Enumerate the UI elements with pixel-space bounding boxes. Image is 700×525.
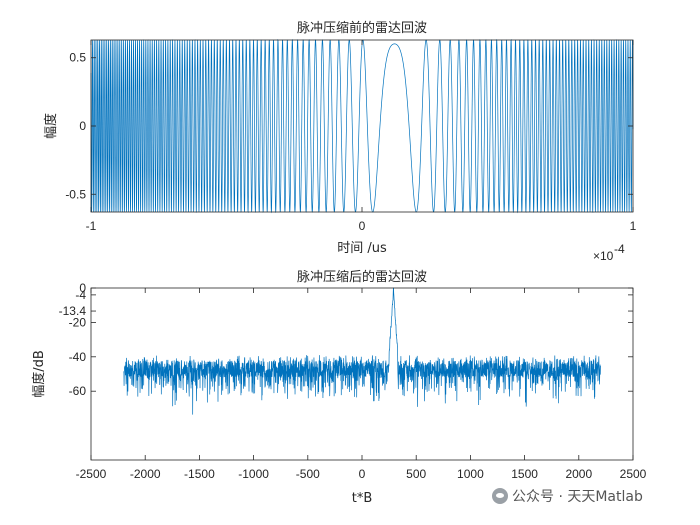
y-tick-label: -20 — [69, 315, 87, 329]
x-exponent-power: -4 — [614, 242, 625, 256]
bottom-y-ticks: 0-4 -13.4-20 -40 -60 — [59, 281, 633, 398]
watermark-text: 公众号 · 天天Matlab — [512, 489, 643, 505]
y-tick-label: -60 — [69, 384, 87, 398]
x-tick-label: 1000 — [457, 467, 484, 481]
top-y-axis-label: 幅度 — [43, 113, 59, 139]
x-tick-label: 2500 — [620, 467, 647, 481]
x-tick-label: 1500 — [511, 467, 538, 481]
y-tick-label: -13.4 — [59, 304, 87, 318]
y-tick-label: 0 — [79, 119, 86, 133]
x-tick-label: -2000 — [130, 467, 161, 481]
x-exponent-label: ×10 -4 — [593, 242, 625, 263]
bottom-x-ticks: -2500 -2000 -1500 -1000 -500 0 500 1000 1500 2000… — [76, 288, 647, 481]
x-tick-label: 500 — [406, 467, 426, 481]
x-tick-label: 0 — [359, 219, 366, 233]
bottom-y-axis-label: 幅度/dB — [31, 350, 47, 398]
x-tick-label: 1 — [630, 219, 637, 233]
y-tick-label: -40 — [69, 350, 87, 364]
x-tick-label: -1 — [86, 219, 97, 233]
top-chart-title: 脉冲压缩前的雷达回波 — [297, 20, 427, 36]
top-x-ticks: -1 0 1 — [86, 40, 637, 233]
top-subplot: 脉冲压缩前的雷达回波 -1 0 1 -0.5 0 0.5 时间 /us 幅度 ×10 -… — [43, 20, 637, 263]
x-tick-label: 0 — [359, 467, 366, 481]
watermark: 公众号 · 天天Matlab — [492, 486, 643, 506]
bottom-plot-area — [123, 287, 601, 415]
bottom-chart-title: 脉冲压缩后的雷达回波 — [297, 269, 427, 285]
x-tick-label: -1500 — [184, 467, 215, 481]
x-tick-label: -2500 — [76, 467, 107, 481]
bottom-series-line — [123, 287, 601, 415]
top-plot-area — [90, 38, 634, 214]
x-exponent-times: ×10 — [593, 249, 614, 263]
y-tick-label: -0.5 — [65, 187, 86, 201]
top-y-ticks: -0.5 0 0.5 — [65, 51, 633, 201]
y-tick-label: 0.5 — [69, 51, 86, 65]
wechat-icon — [492, 488, 508, 504]
y-tick-label: 0 — [79, 281, 86, 295]
bottom-subplot: 脉冲压缩后的雷达回波 -2500 -2000 -1500 -1000 -500 0 500 1… — [31, 269, 647, 506]
x-tick-label: -1000 — [238, 467, 269, 481]
x-tick-label: -500 — [296, 467, 320, 481]
top-series-line — [90, 38, 634, 214]
x-tick-label: 2000 — [565, 467, 592, 481]
y-tick-label: -4 — [75, 288, 86, 302]
bottom-x-axis-label: t*B — [352, 491, 373, 506]
top-x-axis-label: 时间 /us — [337, 241, 387, 256]
